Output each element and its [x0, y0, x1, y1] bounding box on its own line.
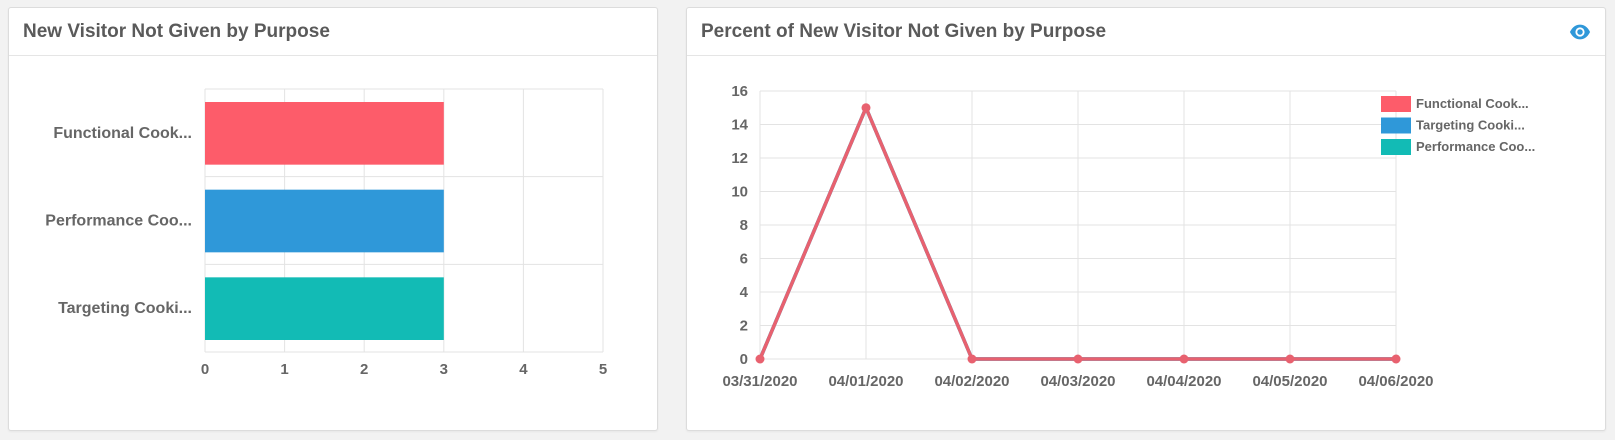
x-tick-label: 04/03/2020	[1040, 373, 1115, 390]
y-tick-label: 14	[731, 117, 748, 134]
bar	[205, 189, 444, 253]
x-tick-label: 04/02/2020	[934, 373, 1009, 390]
legend-label: Performance Coo...	[1416, 139, 1535, 154]
y-tick-label: 6	[740, 251, 748, 268]
y-tick-label: 8	[740, 217, 748, 234]
panel-header: New Visitor Not Given by Purpose	[9, 8, 657, 56]
bar-chart-panel: New Visitor Not Given by Purpose Functio…	[8, 7, 658, 431]
x-tick-label: 5	[599, 361, 607, 378]
legend-label: Targeting Cooki...	[1416, 118, 1525, 133]
x-tick-label: 1	[280, 361, 288, 378]
x-tick-label: 04/01/2020	[828, 373, 903, 390]
data-point	[755, 354, 765, 364]
legend-swatch	[1381, 139, 1411, 155]
x-tick-label: 03/31/2020	[722, 373, 797, 390]
legend-swatch	[1381, 117, 1411, 134]
y-tick-label: 2	[740, 318, 748, 335]
x-tick-label: 0	[201, 361, 209, 378]
legend-label: Functional Cook...	[1416, 96, 1529, 111]
line-chart-panel: Percent of New Visitor Not Given by Purp…	[686, 7, 1606, 431]
x-tick-label: 04/06/2020	[1358, 373, 1433, 390]
x-tick-label: 2	[360, 361, 368, 378]
data-point	[1179, 354, 1189, 364]
panel-header: Percent of New Visitor Not Given by Purp…	[687, 8, 1605, 56]
y-tick-label: 0	[740, 351, 748, 368]
x-tick-label: 04/05/2020	[1252, 373, 1327, 390]
category-label: Targeting Cooki...	[58, 300, 192, 317]
eye-icon[interactable]	[1569, 21, 1591, 43]
x-tick-label: 04/04/2020	[1146, 373, 1221, 390]
bar	[205, 102, 444, 165]
x-tick-label: 3	[440, 361, 448, 378]
data-point	[1391, 354, 1401, 364]
data-point	[1073, 354, 1083, 364]
category-label: Functional Cook...	[53, 125, 192, 142]
data-point	[861, 103, 871, 113]
panel-title: Percent of New Visitor Not Given by Purp…	[701, 20, 1107, 42]
category-label: Performance Coo...	[45, 213, 192, 230]
y-tick-label: 12	[731, 150, 748, 167]
bar-chart: Functional Cook... Performance Coo... Targ…	[45, 88, 607, 378]
y-tick-label: 10	[731, 184, 748, 201]
x-tick-label: 4	[519, 361, 528, 378]
panel-title: New Visitor Not Given by Purpose	[23, 20, 330, 42]
legend-swatch	[1381, 96, 1411, 112]
line-chart: 0 2 4 6 8 10 12 14 16 03/31/2020 04/01/2020 04/02/2…	[722, 83, 1535, 390]
data-point	[1285, 354, 1295, 364]
data-point	[967, 354, 977, 364]
y-tick-label: 16	[731, 83, 748, 100]
y-tick-label: 4	[740, 284, 749, 301]
bar	[205, 277, 444, 340]
